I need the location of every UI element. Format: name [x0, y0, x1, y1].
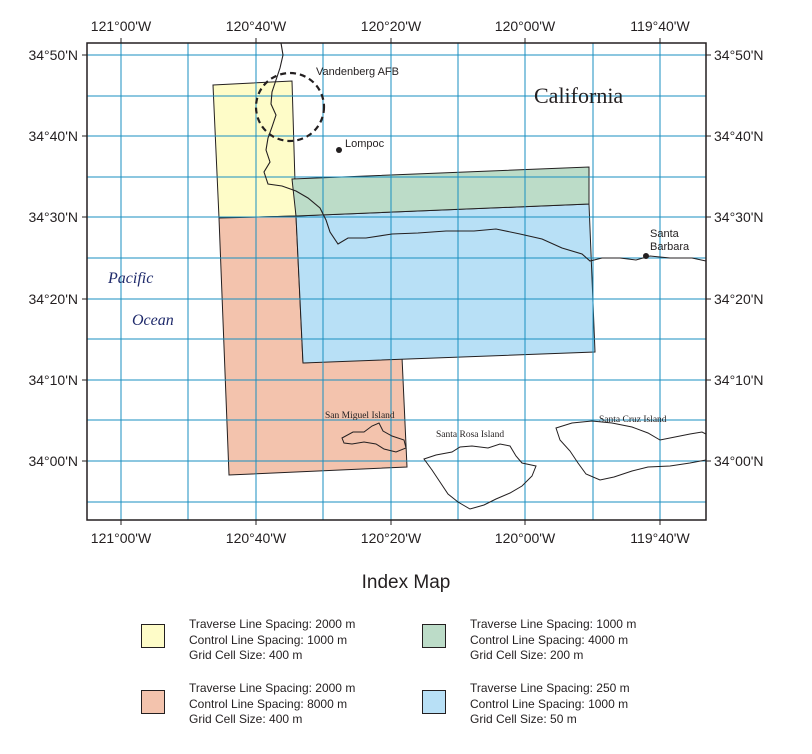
lon-label-bottom: 120°00'W — [495, 530, 556, 546]
lon-label-bottom: 121°00'W — [91, 530, 152, 546]
santa-barbara-dot — [643, 253, 649, 259]
lompoc-label: Lompoc — [345, 138, 385, 150]
lat-label-right: 34°30'N — [714, 209, 764, 225]
legend-line: Grid Cell Size: 200 m — [470, 648, 584, 662]
lon-label-top: 121°00'W — [91, 18, 152, 34]
lat-label-left: 34°50'N — [28, 47, 78, 63]
legend-line: Control Line Spacing: 4000 m — [470, 632, 629, 647]
lat-label-left: 34°30'N — [28, 209, 78, 225]
survey-block-yellow — [212, 80, 297, 219]
santa-cruz-island — [555, 420, 707, 481]
frame-ticks — [82, 38, 711, 525]
lon-label-top: 120°20'W — [361, 18, 422, 34]
lon-label-bottom: 120°20'W — [361, 530, 422, 546]
lat-label-right: 34°00'N — [714, 453, 764, 469]
lat-label-right: 34°10'N — [714, 372, 764, 388]
legend-line: Grid Cell Size: 400 m — [189, 712, 303, 726]
lon-label-bottom: 119°40'W — [630, 530, 690, 546]
legend-line: Control Line Spacing: 1000 m — [470, 696, 629, 711]
santa-barbara-label: Santa — [650, 228, 680, 240]
legend-swatch — [422, 624, 446, 648]
graticule — [87, 43, 706, 520]
lat-label-right: 34°20'N — [714, 291, 764, 307]
lompoc-dot — [336, 147, 342, 153]
island-label: Santa Rosa Island — [436, 430, 504, 440]
san-miguel-island — [341, 422, 407, 453]
island-label: Santa Cruz Island — [599, 415, 667, 425]
island-label: San Miguel Island — [325, 411, 395, 421]
legend-line: Grid Cell Size: 400 m — [189, 648, 303, 662]
santa-barbara-label: Barbara — [650, 241, 690, 253]
legend-line: Traverse Line Spacing: 250 m — [470, 681, 630, 695]
lon-label-top: 119°40'W — [630, 18, 690, 34]
map-frame — [86, 42, 707, 521]
santa-rosa-island — [423, 443, 537, 510]
legend-swatch — [141, 624, 165, 648]
legend-line: Grid Cell Size: 50 m — [470, 712, 577, 726]
legend-line: Control Line Spacing: 1000 m — [189, 632, 348, 647]
legend-swatch — [141, 690, 165, 714]
lat-label-left: 34°00'N — [28, 453, 78, 469]
lon-label-bottom: 120°40'W — [226, 530, 287, 546]
legend-line: Traverse Line Spacing: 2000 m — [189, 617, 356, 631]
legend-swatch — [422, 690, 446, 714]
lon-label-top: 120°00'W — [495, 18, 556, 34]
ocean-label: Ocean — [132, 312, 174, 329]
survey-block-green — [291, 166, 590, 217]
lat-label-right: 34°40'N — [714, 128, 764, 144]
lat-label-left: 34°20'N — [28, 291, 78, 307]
legend-text: Traverse Line Spacing: 2000 m Control Li… — [189, 681, 355, 728]
legend-line: Traverse Line Spacing: 1000 m — [470, 617, 637, 631]
map-title: Index Map — [361, 572, 451, 593]
lat-label-left: 34°40'N — [28, 128, 78, 144]
coastline — [263, 42, 707, 262]
lat-label-left: 34°10'N — [28, 372, 78, 388]
vandenberg-afb-circle — [254, 71, 326, 143]
legend-text: Traverse Line Spacing: 1000 m Control Li… — [470, 617, 636, 664]
legend-line: Control Line Spacing: 8000 m — [189, 696, 348, 711]
ocean-label: Pacific — [107, 270, 153, 287]
legend-line: Traverse Line Spacing: 2000 m — [189, 681, 356, 695]
vandenberg-label: Vandenberg AFB — [316, 66, 399, 78]
state-label: California — [534, 83, 623, 108]
legend-text: Traverse Line Spacing: 2000 m Control Li… — [189, 617, 355, 664]
index-map: 121°00'W 120°40'W 120°20'W 120°00'W 119°… — [28, 18, 764, 546]
lon-label-top: 120°40'W — [226, 18, 287, 34]
lat-label-right: 34°50'N — [714, 47, 764, 63]
legend-text: Traverse Line Spacing: 250 m Control Lin… — [470, 681, 630, 728]
